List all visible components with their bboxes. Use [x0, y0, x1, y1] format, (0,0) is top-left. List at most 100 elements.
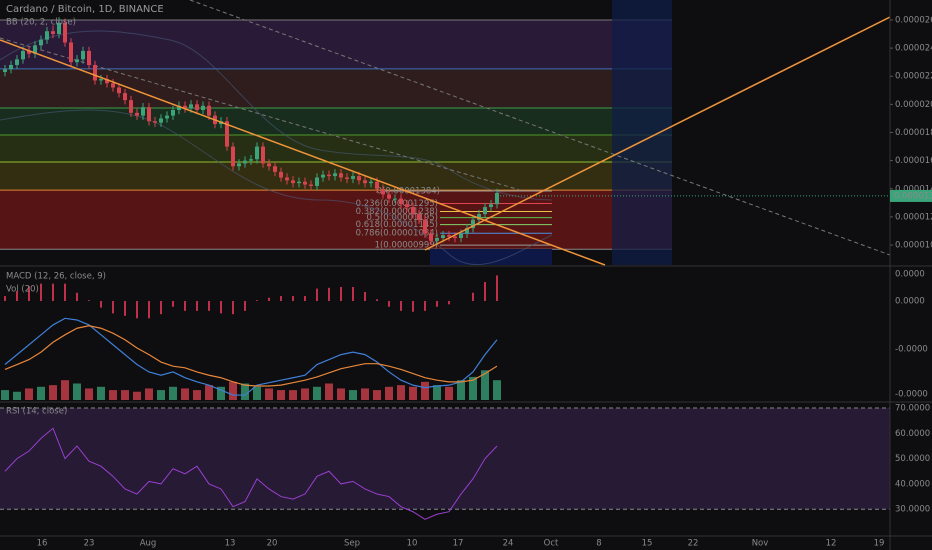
candle-body — [369, 181, 373, 184]
candle-body — [15, 59, 19, 65]
candle-body — [201, 105, 205, 110]
macd-histogram-bar — [136, 301, 138, 319]
candle-body — [57, 22, 61, 35]
macd-histogram-bar — [436, 301, 438, 307]
candle-body — [177, 105, 181, 110]
candle-body — [441, 235, 445, 238]
candle-body — [99, 79, 103, 81]
rsi-band — [0, 408, 890, 510]
x-tick-label: 15 — [642, 539, 653, 549]
fib-band — [0, 108, 672, 136]
volume-bar — [157, 390, 165, 400]
candle-body — [3, 69, 7, 73]
fib-band — [0, 162, 672, 191]
macd-histogram-bar — [268, 297, 270, 301]
macd-histogram-bar — [64, 283, 66, 301]
candle-body — [33, 45, 37, 54]
candle-body — [447, 235, 451, 237]
macd-line — [4, 317, 498, 396]
y-tick-label: 0.00001000 — [895, 241, 932, 251]
candle-body — [87, 50, 91, 65]
macd-histogram-bar — [100, 301, 102, 308]
volume-bar — [301, 388, 309, 400]
macd-histogram-bar — [196, 301, 198, 311]
candle-body — [459, 233, 463, 238]
volume-bar — [205, 385, 213, 400]
volume-bar — [445, 386, 453, 400]
candle-body — [405, 204, 409, 208]
volume-bar — [85, 388, 93, 400]
macd-histogram-bar — [40, 283, 42, 301]
volume-bar — [481, 370, 489, 400]
macd-histogram-bar — [448, 301, 450, 305]
macd-histogram-bar — [160, 301, 162, 315]
y-tick-label: 0.00002600 — [895, 15, 932, 25]
candle-body — [261, 146, 265, 164]
candle-body — [399, 198, 403, 205]
x-tick-label: 17 — [453, 539, 464, 549]
volume-bar — [457, 380, 465, 400]
candle-body — [423, 219, 427, 234]
candle-body — [477, 214, 481, 220]
volume-bar — [289, 390, 297, 400]
volume-bar — [97, 386, 105, 400]
macd-histogram-bar — [52, 283, 54, 301]
x-tick-label: Aug — [140, 539, 157, 549]
macd-histogram-bar — [400, 301, 402, 311]
macd-histogram-bar — [376, 299, 378, 301]
macd-histogram-bar — [472, 292, 474, 301]
macd-histogram-bar — [328, 287, 330, 301]
y-tick-label: -0.0000 — [895, 390, 928, 400]
macd-histogram-bar — [244, 301, 246, 311]
volume-bar — [469, 376, 477, 400]
candle-body — [69, 42, 73, 63]
macd-histogram-bar — [256, 300, 258, 301]
candle-body — [21, 50, 25, 60]
volume-bar — [421, 381, 429, 400]
x-tick-label: 10 — [407, 539, 418, 549]
candle-body — [351, 176, 355, 179]
volume-bar — [433, 385, 441, 400]
dashed-trendline — [189, 0, 891, 256]
volume-bar — [169, 386, 177, 400]
candle-body — [321, 174, 325, 178]
fib-band — [0, 190, 672, 250]
macd-histogram-bar — [484, 282, 486, 301]
macd-histogram-bar — [76, 292, 78, 301]
candle-body — [237, 163, 241, 167]
candle-body — [189, 104, 193, 109]
x-tick-label: 16 — [37, 539, 48, 549]
volume-bar — [1, 390, 9, 400]
trendline — [424, 16, 891, 251]
rsi-title: RSI (14, close) — [6, 407, 67, 417]
macd-histogram-bar — [316, 288, 318, 301]
candle-body — [81, 50, 85, 60]
y-tick-label: 0.00002200 — [895, 72, 932, 82]
macd-histogram-bar — [148, 301, 150, 319]
candle-body — [285, 177, 289, 181]
volume-bar — [493, 380, 501, 400]
volume-bar — [409, 386, 417, 400]
candle-body — [195, 104, 199, 110]
volume-bar — [49, 385, 57, 400]
fib-retracement-label: 0.382(0.00001238) — [356, 207, 438, 217]
candle-body — [465, 228, 469, 234]
volume-bar — [241, 383, 249, 400]
candle-body — [453, 236, 457, 238]
candle-body — [117, 87, 121, 94]
indicator-label: BB (20, 2, close) — [6, 18, 76, 28]
volume-bar — [121, 390, 129, 400]
y-tick-label: 0.00002000 — [895, 100, 932, 110]
volume-bar — [337, 388, 345, 400]
volume-bar — [73, 383, 81, 400]
x-tick-label: 24 — [503, 539, 514, 549]
macd-histogram-bar — [208, 301, 210, 311]
y-tick-label: 60.0000 — [895, 429, 930, 439]
candle-body — [411, 207, 415, 215]
chart-title: Cardano / Bitcoin, 1D, BINANCE — [6, 4, 164, 15]
candle-body — [207, 105, 211, 116]
volume-bar — [349, 390, 357, 400]
candle-body — [297, 181, 301, 184]
macd-histogram-bar — [172, 301, 174, 307]
